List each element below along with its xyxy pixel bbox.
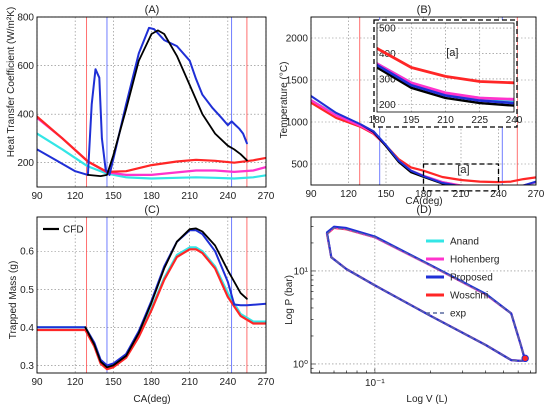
panel-a-xtick-label: 240 bbox=[219, 191, 236, 202]
panel-a-series-proposed bbox=[37, 26, 248, 176]
panel-c-ytick-label: 0.5 bbox=[20, 285, 34, 296]
panel-b-inset-xtick-label: 240 bbox=[506, 115, 523, 126]
panel-b-xlabel: CA(deg) bbox=[405, 196, 442, 207]
panel-b-xtick-label: 120 bbox=[340, 189, 357, 200]
panel-b-series-cfd bbox=[360, 123, 455, 185]
panel-c-xlabel: CA(deg) bbox=[133, 394, 170, 405]
panel-a-xtick-label: 210 bbox=[181, 191, 198, 202]
panel-d-end-marker bbox=[521, 354, 529, 363]
panel-b-xtick-label: 270 bbox=[528, 189, 545, 200]
panel-c-title: (C) bbox=[144, 204, 159, 216]
panel-b-inset-xtick-label: 180 bbox=[369, 115, 386, 126]
panel-a-ytick-label: 800 bbox=[17, 13, 34, 24]
panel-c-frame bbox=[36, 216, 267, 374]
panel-d-legend-label-exp: exp bbox=[450, 309, 467, 320]
panel-b-inset-ytick-label: 200 bbox=[379, 100, 396, 111]
panel-a-series-cfd bbox=[87, 29, 248, 178]
panel-d-legend-label-hohenberg: Hohenberg bbox=[450, 255, 499, 266]
panel-b-plot-area: 90 120 150 180 210 240 270 500 1000 1500 2000 [a] 18… bbox=[286, 16, 545, 200]
panel-c-xtick-label: 150 bbox=[105, 377, 122, 388]
panel-b-ytick-label: 500 bbox=[291, 160, 308, 171]
panel-a-series-group bbox=[37, 26, 266, 180]
panel-c-ytick-label: 0.3 bbox=[20, 361, 34, 372]
panel-b-series-proposed bbox=[311, 95, 536, 185]
panel-c-series-group bbox=[37, 227, 266, 371]
panel-b-inset-ytick-label: 300 bbox=[379, 74, 396, 85]
panel-d-xlabel: Log V (L) bbox=[406, 394, 447, 405]
panel-c-xtick-label: 90 bbox=[31, 377, 43, 388]
panel-a-title: (A) bbox=[145, 4, 160, 16]
panel-d-title: (D) bbox=[416, 204, 431, 216]
panel-d-legend-label-woschni: Woschni bbox=[450, 291, 488, 302]
panel-b-inset-xtick-label: 195 bbox=[403, 115, 420, 126]
panel-b-inset-series-cfd bbox=[377, 66, 514, 107]
panel-b-title: (B) bbox=[417, 4, 432, 16]
panel-c: (C) Trapped Mass (g) CA(deg) 90 120 150 180… bbox=[8, 204, 275, 405]
panel-b-zoom-region bbox=[422, 163, 500, 192]
panel-c-xtick-label: 270 bbox=[258, 377, 275, 388]
panel-b-inset-ytick-label: 500 bbox=[379, 24, 396, 35]
panel-d-ytick-label: 10¹ bbox=[294, 266, 309, 277]
panel-d: (D) Log P (bar) Log V (L) 10⁻¹ 10⁰ 10¹ Anan… bbox=[284, 204, 537, 405]
panel-a-frame bbox=[36, 16, 267, 188]
panel-b-inset-label: [a] bbox=[446, 47, 458, 59]
panel-c-ylabel: Trapped Mass (g) bbox=[8, 261, 19, 340]
panel-b-zoom-annotation: [a] bbox=[457, 164, 469, 176]
panel-d-legend-label-proposed: Proposed bbox=[450, 273, 493, 284]
panel-d-legend-label-anand: Anand bbox=[450, 237, 479, 248]
panel-d-ylabel: Log P (bar) bbox=[284, 275, 295, 325]
panel-c-xtick-label: 240 bbox=[219, 377, 236, 388]
panel-a-xtick-label: 90 bbox=[31, 191, 43, 202]
panel-d-plot-area: 10⁻¹ 10⁰ 10¹ Anand Hohenberg Proposed Woschni e… bbox=[293, 216, 537, 389]
panel-b-xtick-label: 180 bbox=[415, 189, 432, 200]
panel-c-series-woschni bbox=[37, 248, 266, 371]
panel-a-ylabel: Heat Transfer Coefficient (W/m²K) bbox=[6, 7, 17, 157]
panel-b-inset-xtick-label: 225 bbox=[471, 115, 488, 126]
panel-a-plot-area: 90 120 150 180 210 240 270 200 400 600 800 bbox=[17, 13, 274, 203]
panel-a-ytick-label: 400 bbox=[17, 110, 34, 121]
panel-c-series-cfd bbox=[84, 227, 248, 369]
panel-b-inset-frame bbox=[376, 22, 515, 113]
panel-b-xtick-label: 210 bbox=[453, 189, 470, 200]
panel-c-xtick-label: 120 bbox=[67, 377, 84, 388]
panel-a-ytick-label: 200 bbox=[17, 158, 34, 169]
panel-c-legend-label-cfd: CFD bbox=[63, 225, 84, 236]
panel-a-series-anand bbox=[37, 132, 266, 180]
panel-a-xtick-label: 180 bbox=[143, 191, 160, 202]
panel-c-ytick-label: 0.4 bbox=[20, 323, 34, 334]
panel-a-xtick-label: 120 bbox=[67, 191, 84, 202]
panel-b-ylabel: Temperature (°C) bbox=[279, 62, 290, 139]
panel-b-xtick-label: 240 bbox=[490, 189, 507, 200]
panel-b-inset-xtick-label: 210 bbox=[437, 115, 454, 126]
panel-b-ytick-label: 2000 bbox=[286, 34, 309, 45]
panel-a-xtick-label: 270 bbox=[258, 191, 275, 202]
panel-a: (A) Heat Transfer Coefficient (W/m²K) 90… bbox=[6, 4, 275, 202]
panel-b-xtick-label: 150 bbox=[378, 189, 395, 200]
panel-b-xtick-label: 90 bbox=[305, 189, 317, 200]
panel-b-ytick-label: 1000 bbox=[286, 118, 309, 129]
panel-d-series-group bbox=[325, 225, 529, 363]
panel-c-xtick-label: 210 bbox=[181, 377, 198, 388]
panel-b-frame bbox=[310, 16, 537, 186]
panel-a-xtick-label: 150 bbox=[105, 191, 122, 202]
panel-b-series-group bbox=[311, 95, 536, 185]
panel-b-ytick-label: 1500 bbox=[286, 76, 309, 87]
panel-b: (B) Temperature (°C) CA(deg) 90 120 150 180… bbox=[279, 4, 545, 207]
panel-d-xtick-label: 10⁻¹ bbox=[365, 378, 385, 389]
panel-c-ytick-label: 0.6 bbox=[20, 247, 34, 258]
panel-d-frame bbox=[310, 216, 537, 374]
panel-c-plot-area: 90 120 150 180 210 240 270 0.3 0.4 0.5 0.6 CFD bbox=[20, 216, 275, 388]
panel-c-xtick-label: 180 bbox=[143, 377, 160, 388]
panel-a-ytick-label: 600 bbox=[17, 61, 34, 72]
panel-a-series-woschni bbox=[37, 115, 266, 173]
panel-d-ytick-label: 10⁰ bbox=[293, 359, 308, 370]
panel-b-inset-series-group bbox=[377, 46, 514, 107]
